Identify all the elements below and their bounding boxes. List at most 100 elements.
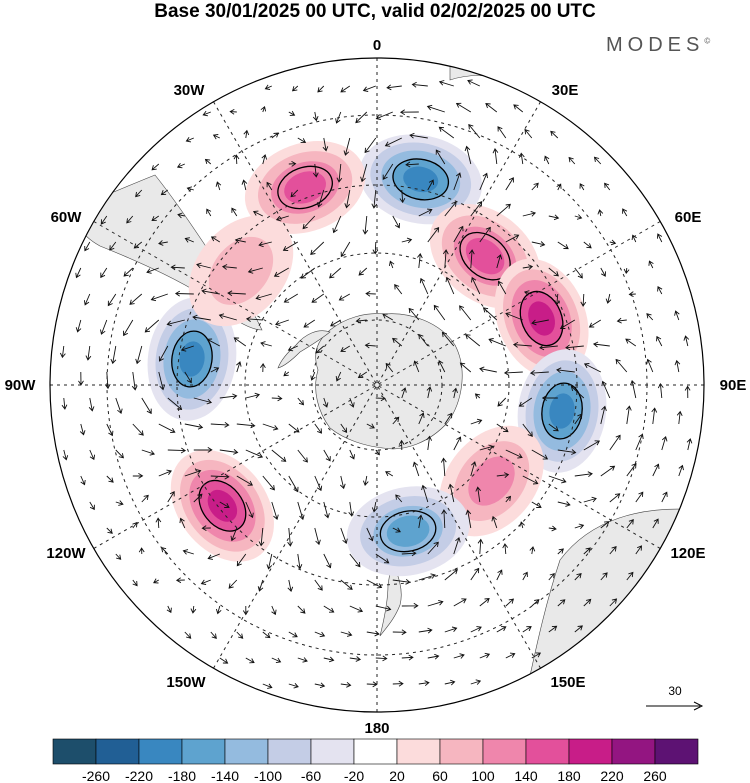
wind-arrow	[316, 189, 325, 208]
wind-arrow	[388, 260, 395, 269]
colorbar-swatch	[396, 738, 441, 765]
wind-arrow	[505, 495, 512, 503]
modes-logo: MODES©	[606, 34, 710, 57]
wind-arrow	[616, 317, 627, 324]
wind-arrow	[314, 579, 323, 591]
lon-label-180: 180	[364, 720, 389, 737]
wind-arrow	[418, 208, 433, 217]
wind-arrow	[496, 472, 510, 478]
wind-arrow	[241, 179, 248, 191]
wind-arrow	[297, 605, 306, 614]
wind-arrow	[488, 338, 506, 347]
wind-arrow	[522, 571, 528, 581]
wind-arrow	[505, 449, 523, 459]
wind-arrow	[151, 215, 160, 221]
wind-arrow	[583, 547, 591, 555]
wind-arrow	[626, 571, 634, 581]
wind-arrow	[496, 626, 507, 633]
lon-label-30w: 30W	[174, 82, 206, 99]
wind-arrow	[158, 240, 168, 246]
wind-arrow	[531, 319, 549, 326]
wind-arrow	[459, 362, 472, 373]
wind-arrow	[190, 605, 197, 614]
wind-arrow	[115, 397, 123, 414]
wind-arrow	[193, 493, 203, 503]
graticule	[50, 58, 704, 712]
wind-arrow	[245, 657, 255, 664]
wind-arrow	[574, 523, 585, 530]
wind-arrow	[548, 525, 557, 532]
wind-arrow	[360, 163, 368, 183]
wind-arrow	[182, 549, 194, 555]
wind-arrow	[427, 653, 440, 660]
wind-arrow	[135, 189, 143, 198]
wind-arrow	[626, 519, 634, 529]
wind-arrow	[465, 509, 472, 529]
colorbar-label: -100	[254, 768, 282, 783]
reference-arrow-head	[693, 701, 704, 711]
wind-arrow	[609, 546, 617, 555]
wind-arrow	[676, 410, 683, 425]
wind-arrow	[158, 469, 172, 477]
wind-arrow	[496, 203, 511, 217]
wind-arrow	[541, 395, 558, 401]
wind-arrow	[441, 509, 447, 529]
wind-arrow	[570, 385, 585, 399]
anomaly-contour	[528, 301, 556, 336]
anomaly-contour	[403, 166, 439, 193]
anomaly-contour	[208, 236, 274, 305]
wind-arrow	[496, 254, 503, 269]
wind-arrow	[539, 344, 558, 351]
wind-arrow	[375, 553, 390, 564]
wind-arrow	[323, 656, 335, 663]
lon-label-0: 0	[373, 37, 381, 54]
wind-arrow	[84, 241, 91, 252]
wind-arrow	[177, 212, 185, 219]
wind-arrow	[678, 464, 684, 477]
wind-arrow	[441, 331, 455, 347]
wind-arrow	[340, 85, 351, 93]
wind-arrow	[202, 110, 211, 117]
wind-arrow	[219, 657, 229, 664]
wind-arrow	[260, 341, 272, 347]
wind-arrow	[395, 494, 403, 503]
wind-arrow	[371, 501, 378, 513]
wind-arrow	[153, 578, 160, 584]
colorbar-label: -140	[211, 768, 239, 783]
wind-arrow	[417, 514, 424, 529]
wind-arrow	[123, 319, 134, 337]
map-title: Base 30/01/2025 00 UTC, valid 02/02/2025…	[154, 1, 596, 22]
wind-arrow	[100, 319, 108, 335]
wind-arrow	[271, 657, 282, 664]
wind-arrow	[574, 625, 583, 633]
wind-arrow	[583, 496, 597, 503]
wind-arrow	[141, 449, 156, 456]
wind-arrow	[513, 104, 524, 113]
wind-arrow	[193, 397, 213, 405]
anomaly-cell	[439, 425, 544, 537]
wind-arrow	[247, 267, 263, 274]
wind-arrow	[288, 631, 298, 638]
wind-arrow	[184, 469, 202, 477]
wind-arrow	[452, 387, 458, 399]
circulation-streamline	[277, 165, 333, 210]
wind-arrow	[686, 438, 693, 451]
wind-arrow	[89, 501, 95, 511]
wind-arrow	[297, 137, 307, 144]
wind-arrow	[544, 155, 550, 165]
wind-arrow	[375, 111, 393, 120]
colorbar-swatch	[353, 738, 398, 765]
wind-arrow	[271, 605, 277, 616]
wind-arrow	[236, 475, 254, 486]
wind-arrow	[626, 463, 637, 477]
wind-arrow	[262, 683, 273, 689]
wind-arrow	[470, 201, 483, 217]
wind-arrow	[166, 319, 185, 327]
wind-arrow	[479, 226, 491, 243]
wind-arrow	[426, 104, 445, 113]
wind-arrow	[61, 397, 68, 410]
wind-arrow	[394, 284, 403, 295]
wind-arrow	[192, 314, 211, 321]
anomaly-cell	[147, 297, 237, 421]
wind-arrow	[505, 598, 515, 607]
